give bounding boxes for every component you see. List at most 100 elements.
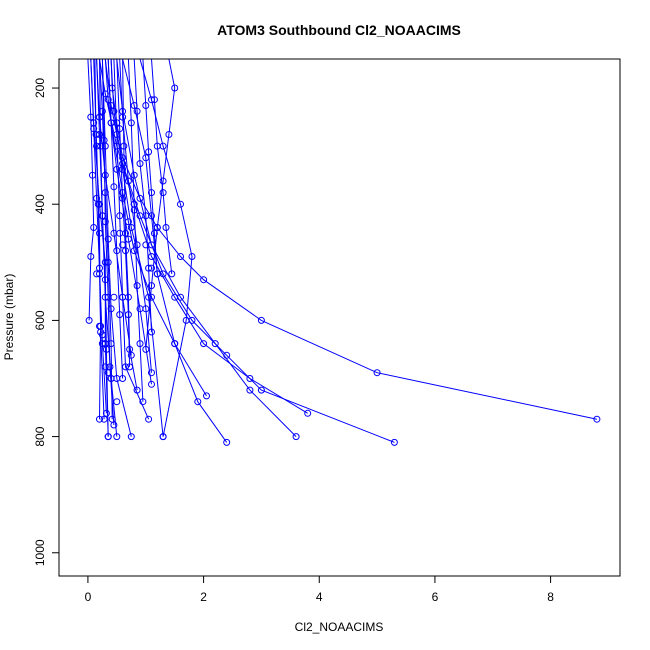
series-lines — [87, 59, 598, 443]
series-line — [96, 59, 132, 356]
data-point — [130, 171, 138, 179]
data-point — [203, 392, 210, 400]
series-line — [122, 59, 138, 391]
data-point — [593, 415, 601, 423]
data-point — [211, 340, 219, 348]
data-point — [246, 386, 254, 394]
data-point — [168, 270, 176, 278]
data-point — [148, 380, 155, 388]
data-point — [150, 229, 158, 237]
data-point — [130, 102, 138, 109]
data-point — [145, 293, 153, 301]
data-point — [148, 293, 155, 301]
series-line — [110, 59, 164, 437]
data-point — [159, 189, 167, 197]
data-point — [110, 183, 118, 191]
y-tick-label: 400 — [33, 194, 47, 214]
data-point — [171, 340, 179, 348]
data-point — [110, 293, 118, 301]
data-point — [116, 212, 124, 220]
data-point — [127, 224, 135, 231]
data-point — [92, 131, 100, 138]
data-point — [96, 229, 103, 237]
data-point — [104, 433, 112, 441]
x-tick-label: 4 — [316, 590, 323, 604]
x-tick-label: 2 — [200, 590, 207, 604]
data-point — [98, 212, 106, 220]
data-point — [122, 247, 129, 255]
y-tick-label: 1000 — [33, 539, 47, 566]
data-point — [148, 189, 155, 197]
data-point — [122, 363, 129, 371]
data-point — [145, 264, 153, 272]
data-point — [127, 433, 135, 441]
data-point — [107, 119, 115, 127]
data-point — [104, 96, 112, 104]
data-point — [107, 375, 115, 382]
data-point — [119, 375, 127, 382]
series-line — [133, 59, 152, 333]
x-tick-label: 0 — [85, 590, 92, 604]
data-point — [148, 369, 155, 377]
series-line — [145, 59, 176, 350]
data-point — [101, 218, 109, 226]
data-point — [107, 305, 115, 313]
data-point — [373, 369, 381, 377]
data-point — [90, 125, 98, 133]
data-point — [223, 438, 231, 446]
data-point — [113, 131, 121, 138]
data-point — [159, 433, 167, 441]
data-point — [124, 311, 132, 319]
data-point — [142, 154, 150, 162]
data-point — [130, 206, 138, 214]
data-point — [257, 316, 265, 324]
data-point — [116, 229, 124, 237]
series-line — [142, 59, 158, 274]
data-point — [162, 224, 170, 231]
data-point — [101, 340, 109, 348]
series-points — [85, 84, 601, 446]
data-point — [194, 398, 202, 406]
data-point — [101, 363, 109, 371]
y-tick-label: 800 — [33, 426, 47, 446]
data-point — [165, 131, 173, 138]
series-line — [90, 59, 107, 414]
data-point — [153, 224, 161, 231]
data-point — [97, 142, 105, 150]
x-axis-label: Cl2_NOAACIMS — [295, 620, 384, 634]
data-point — [124, 177, 132, 185]
data-point — [177, 253, 184, 260]
data-point — [257, 386, 265, 394]
chart-title: ATOM3 Southbound Cl2_NOAACIMS — [217, 22, 461, 38]
y-tick-label: 200 — [33, 78, 47, 98]
data-point — [89, 171, 96, 179]
data-point — [148, 328, 155, 336]
data-point — [98, 331, 106, 339]
data-point — [101, 189, 109, 197]
data-point — [124, 235, 132, 243]
y-axis-label: Pressure (mbar) — [2, 274, 16, 361]
data-point — [96, 113, 103, 121]
data-point — [159, 177, 167, 185]
data-point — [145, 415, 153, 423]
data-point — [142, 212, 150, 220]
data-point — [101, 293, 109, 301]
data-point — [153, 142, 161, 150]
data-point — [96, 131, 103, 138]
data-point — [124, 218, 132, 226]
data-point — [126, 345, 134, 353]
data-point — [119, 165, 127, 173]
series-line — [122, 59, 207, 397]
data-point — [119, 194, 127, 202]
y-tick-label: 600 — [33, 310, 47, 330]
data-point — [101, 171, 109, 179]
x-tick-label: 6 — [432, 590, 439, 604]
data-point — [113, 433, 121, 441]
data-point — [113, 398, 121, 406]
data-point — [94, 200, 102, 208]
data-point — [104, 235, 112, 243]
data-point — [110, 107, 118, 115]
data-point — [96, 322, 103, 330]
data-point — [142, 102, 150, 109]
data-point — [188, 253, 196, 260]
